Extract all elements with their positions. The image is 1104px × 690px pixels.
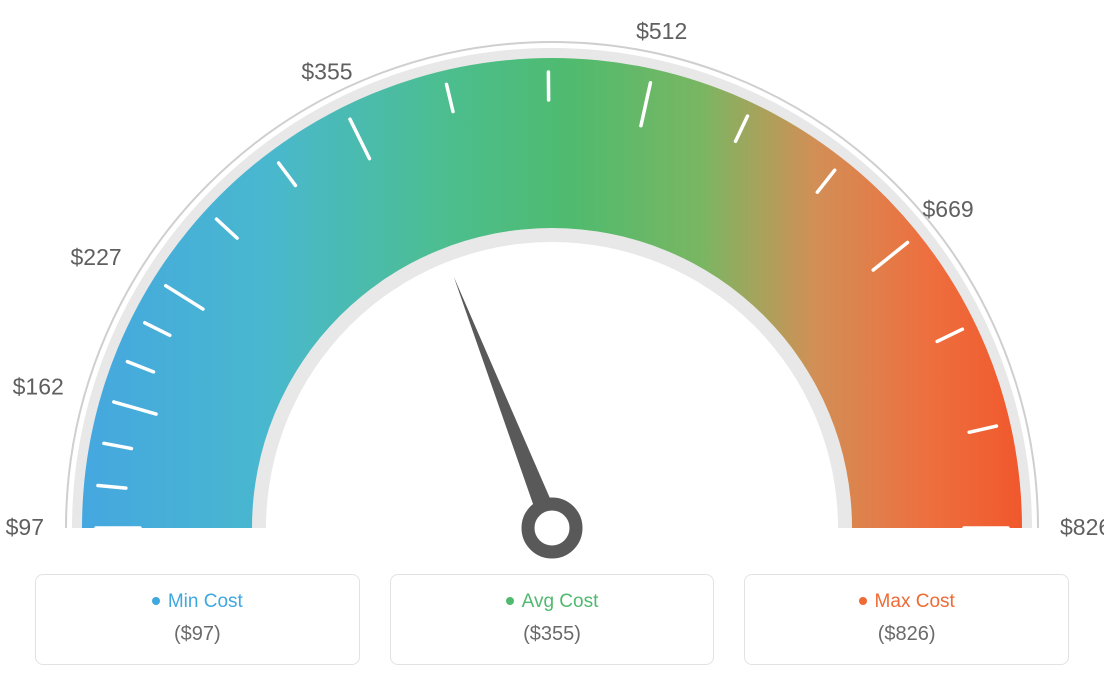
- svg-text:$669: $669: [923, 196, 974, 222]
- svg-text:$162: $162: [13, 374, 64, 400]
- svg-text:$512: $512: [636, 18, 687, 44]
- legend-card-avg: Avg Cost ($355): [390, 574, 715, 665]
- svg-text:$355: $355: [301, 59, 352, 85]
- svg-text:$97: $97: [6, 514, 44, 540]
- gauge-chart: $97 $162 $227 $355 $512 $669 $826: [0, 0, 1104, 560]
- legend-card-max: Max Cost ($826): [744, 574, 1069, 665]
- legend-max-label: Max Cost: [745, 591, 1068, 613]
- legend-max-value: ($826): [745, 623, 1068, 646]
- legend-min-value: ($97): [36, 623, 359, 646]
- legend-avg-label: Avg Cost: [391, 591, 714, 613]
- legend-row: Min Cost ($97) Avg Cost ($355) Max Cost …: [35, 574, 1069, 665]
- cost-gauge-widget: $97 $162 $227 $355 $512 $669 $826 Min Cost ($9…: [0, 0, 1104, 690]
- svg-text:$227: $227: [70, 244, 121, 270]
- svg-text:$826: $826: [1060, 514, 1104, 540]
- legend-avg-value: ($355): [391, 623, 714, 646]
- legend-card-min: Min Cost ($97): [35, 574, 360, 665]
- legend-min-label: Min Cost: [36, 591, 359, 613]
